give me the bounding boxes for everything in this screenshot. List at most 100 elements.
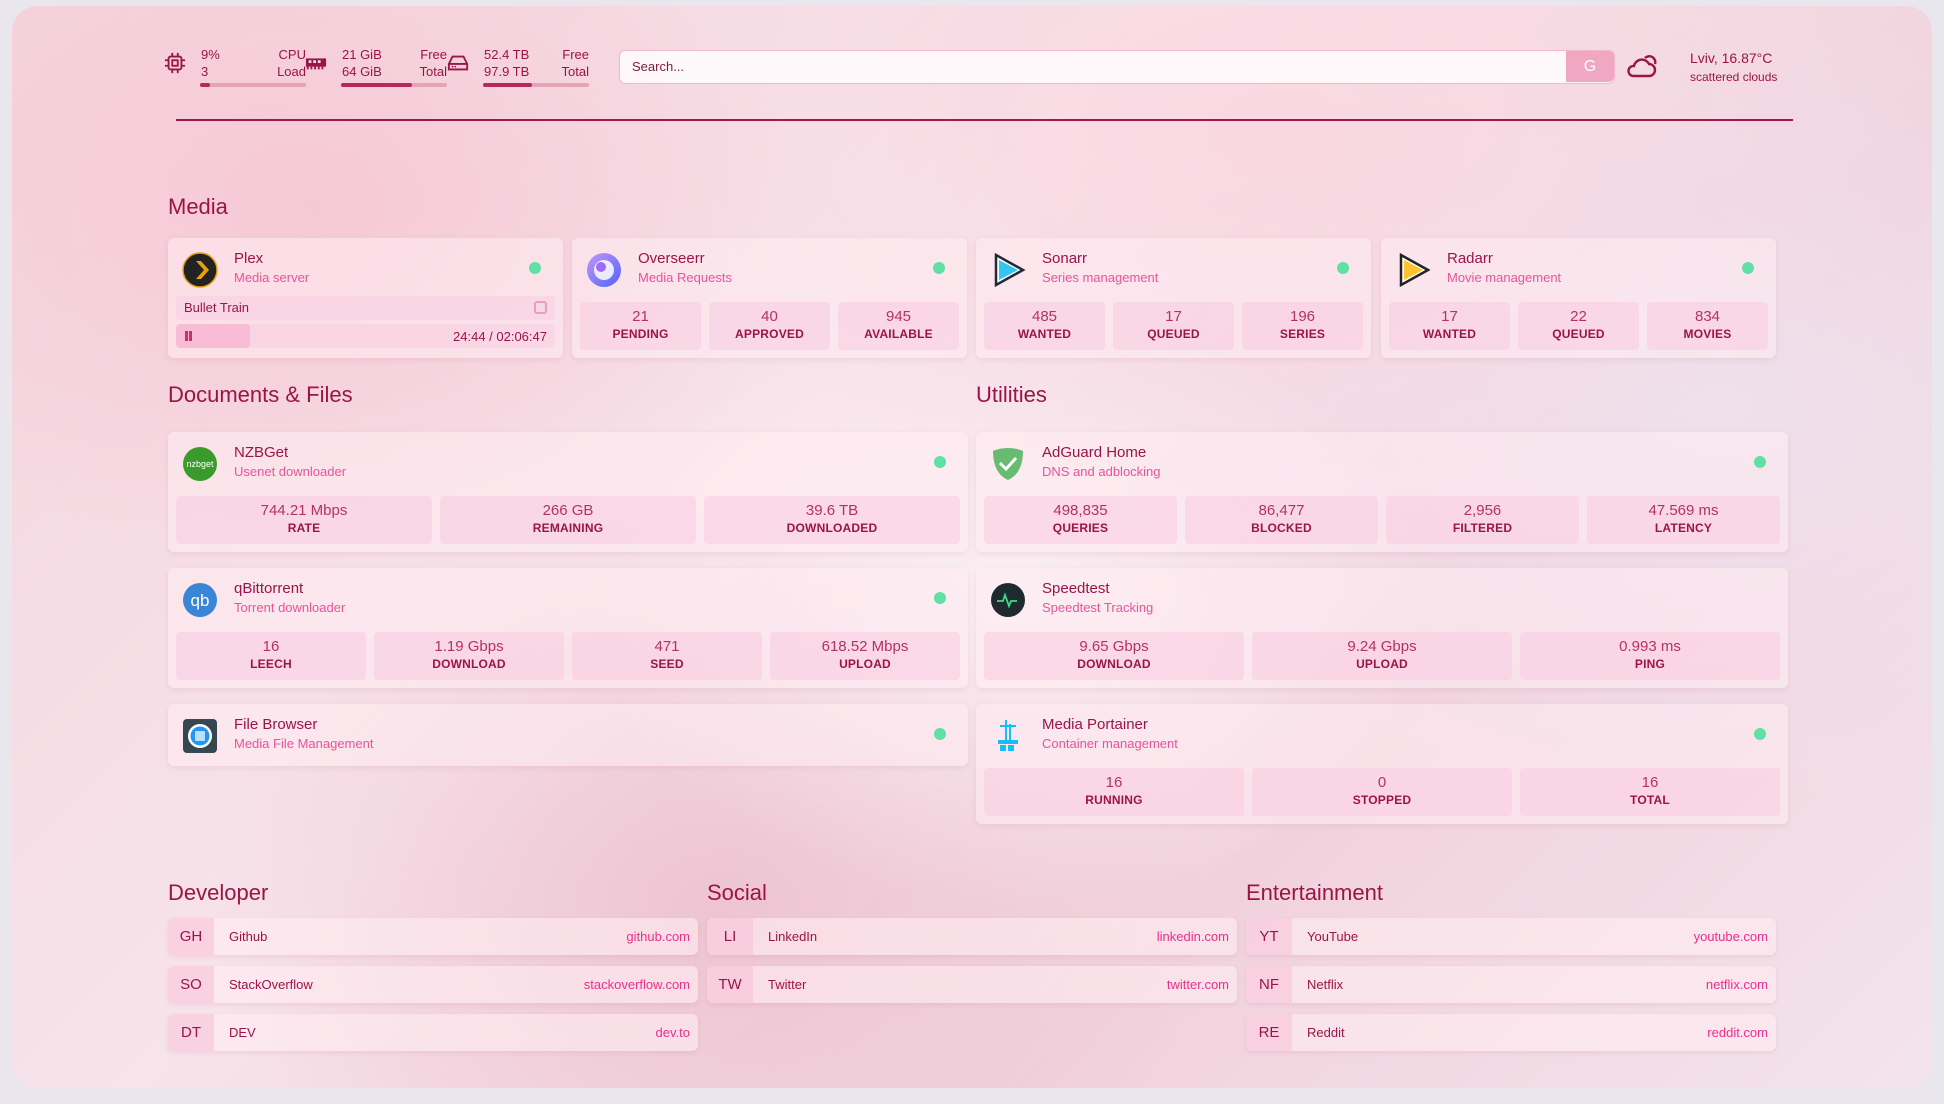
- service-description: Media Requests: [638, 270, 732, 285]
- stat-tile: 0.993 ms PING: [1520, 632, 1780, 680]
- bookmark-youtube[interactable]: YT YouTube youtube.com: [1246, 918, 1776, 955]
- stat-label: PING: [1634, 657, 1666, 671]
- search-engine-button[interactable]: G: [1566, 51, 1614, 82]
- section-title-developer: Developer: [168, 880, 269, 905]
- stat-tile: 471 SEED: [572, 632, 762, 680]
- cpu-sub: 3: [201, 64, 209, 79]
- service-card[interactable]: qb qBittorrent Torrent downloader 16 LEECH 1.…: [168, 568, 968, 688]
- weather-widget[interactable]: Lviv, 16.87°C scattered clouds: [1625, 46, 1825, 90]
- section-title-utilities: Utilities: [976, 382, 1047, 407]
- stat-tile: 0 STOPPED: [1252, 768, 1512, 816]
- stat-tile: 17 QUEUED: [1113, 302, 1234, 350]
- stat-label: TOTAL: [1630, 793, 1670, 807]
- service-card[interactable]: Media Portainer Container management 16 RUN…: [976, 704, 1788, 824]
- sonarr-icon: [990, 252, 1026, 288]
- stat-value: 0: [1377, 774, 1387, 791]
- stat-label: DOWNLOADED: [786, 521, 878, 535]
- stat-tile: 47.569 ms LATENCY: [1587, 496, 1780, 544]
- disk-free: 52.4 TB: [484, 47, 530, 62]
- service-name[interactable]: Radarr: [1447, 250, 1493, 267]
- stat-value: 17: [1441, 308, 1458, 325]
- dashboard: 9% 3 CPU Load 21 GiB 64 GiB Free Total 52.4 …: [12, 6, 1932, 1088]
- memory-sublabel: Total: [419, 64, 447, 79]
- stat-tile: 485 WANTED: [984, 302, 1105, 350]
- bookmark-abbreviation: GH: [168, 918, 214, 955]
- service-card[interactable]: Plex Media server Bullet Train 24:44 / 02:0…: [168, 238, 563, 358]
- service-name[interactable]: qBittorrent: [234, 580, 304, 597]
- service-description: DNS and adblocking: [1042, 464, 1161, 479]
- stat-value: 21: [632, 308, 649, 325]
- status-dot: [934, 728, 946, 740]
- stat-label: MOVIES: [1683, 327, 1732, 341]
- stat-label: LATENCY: [1654, 521, 1713, 535]
- service-name[interactable]: File Browser: [234, 716, 318, 733]
- playback-progress-bar[interactable]: 24:44 / 02:06:47: [176, 324, 555, 348]
- bookmark-stackoverflow[interactable]: SO StackOverflow stackoverflow.com: [168, 966, 698, 1003]
- stat-tile: 17 WANTED: [1389, 302, 1510, 350]
- memory-bar-fill: [341, 83, 413, 87]
- bookmark-twitter[interactable]: TW Twitter twitter.com: [707, 966, 1237, 1003]
- service-card[interactable]: AdGuard Home DNS and adblocking 498,835 QUE…: [976, 432, 1788, 552]
- service-name[interactable]: Sonarr: [1042, 250, 1088, 267]
- bookmark-linkedin[interactable]: LI LinkedIn linkedin.com: [707, 918, 1237, 955]
- nzbget-icon: nzbget: [182, 446, 218, 482]
- qbittorrent-icon: qb: [182, 582, 218, 618]
- bookmark-reddit[interactable]: RE Reddit reddit.com: [1246, 1014, 1776, 1051]
- header-divider: [176, 119, 1793, 121]
- bookmark-abbreviation: LI: [707, 918, 753, 955]
- service-card[interactable]: nzbget NZBGet Usenet downloader 744.21 Mbps…: [168, 432, 968, 552]
- stat-label: REMAINING: [532, 521, 604, 535]
- bookmark-name: YouTube: [1307, 929, 1359, 944]
- service-card[interactable]: File Browser Media File Management: [168, 704, 968, 766]
- cpu-label: CPU: [278, 47, 306, 62]
- pause-icon[interactable]: [185, 331, 192, 341]
- service-card[interactable]: Sonarr Series management 485 WANTED 17 QUEUED…: [976, 238, 1371, 358]
- service-name[interactable]: NZBGet: [234, 444, 289, 461]
- service-name[interactable]: AdGuard Home: [1042, 444, 1147, 461]
- weather-location: Lviv, 16.87°C: [1690, 50, 1773, 66]
- status-dot: [1337, 262, 1349, 274]
- bookmark-abbreviation: TW: [707, 966, 753, 1003]
- service-name[interactable]: Overseerr: [638, 250, 705, 267]
- bookmark-name: StackOverflow: [229, 977, 313, 992]
- bookmark-github[interactable]: GH Github github.com: [168, 918, 698, 955]
- stat-label: SEED: [650, 657, 684, 671]
- service-name[interactable]: Plex: [234, 250, 264, 267]
- stat-label: QUEUED: [1147, 327, 1200, 341]
- status-dot: [934, 592, 946, 604]
- disk-total: 97.9 TB: [484, 64, 530, 79]
- status-dot: [1754, 728, 1766, 740]
- bookmark-url: netflix.com: [1705, 977, 1768, 992]
- cpu-bar-fill: [200, 83, 210, 87]
- service-card[interactable]: Overseerr Media Requests 21 PENDING 40 APPROV…: [572, 238, 967, 358]
- disk-bar-fill: [483, 83, 532, 87]
- adguard-shield-icon: [990, 446, 1026, 482]
- stat-tile: 22 QUEUED: [1518, 302, 1639, 350]
- plex-icon: [182, 252, 218, 288]
- stat-value: 9.24 Gbps: [1347, 638, 1417, 655]
- bookmark-dev[interactable]: DT DEV dev.to: [168, 1014, 698, 1051]
- stat-value: 17: [1165, 308, 1182, 325]
- search-box: G: [619, 50, 1615, 84]
- service-card[interactable]: Speedtest Speedtest Tracking 9.65 Gbps DOWN…: [976, 568, 1788, 688]
- stat-value: 945: [885, 308, 912, 325]
- stat-label: QUEUED: [1552, 327, 1605, 341]
- bookmark-netflix[interactable]: NF Netflix netflix.com: [1246, 966, 1776, 1003]
- cpu-sublabel: Load: [277, 64, 306, 79]
- service-stats: 485 WANTED 17 QUEUED 196 SERIES: [984, 302, 1363, 350]
- service-stats: 17 WANTED 22 QUEUED 834 MOVIES: [1389, 302, 1768, 350]
- stat-tile: 16 LEECH: [176, 632, 366, 680]
- bookmark-name: Twitter: [768, 977, 807, 992]
- playback-progress-fill: [176, 324, 250, 348]
- service-stats: 21 PENDING 40 APPROVED 945 AVAILABLE: [580, 302, 959, 350]
- search-input[interactable]: [620, 51, 1570, 82]
- radarr-icon: [1395, 252, 1431, 288]
- stat-label: DOWNLOAD: [432, 657, 506, 671]
- service-name[interactable]: Media Portainer: [1042, 716, 1148, 733]
- stat-label: RATE: [287, 521, 321, 535]
- stat-label: WANTED: [1422, 327, 1477, 341]
- service-stats: 16 LEECH 1.19 Gbps DOWNLOAD 471 SEED 618.52 Mb…: [176, 632, 960, 680]
- section-title-entertainment: Entertainment: [1246, 880, 1383, 905]
- service-name[interactable]: Speedtest: [1042, 580, 1110, 597]
- service-card[interactable]: Radarr Movie management 17 WANTED 22 QUEUED 83…: [1381, 238, 1776, 358]
